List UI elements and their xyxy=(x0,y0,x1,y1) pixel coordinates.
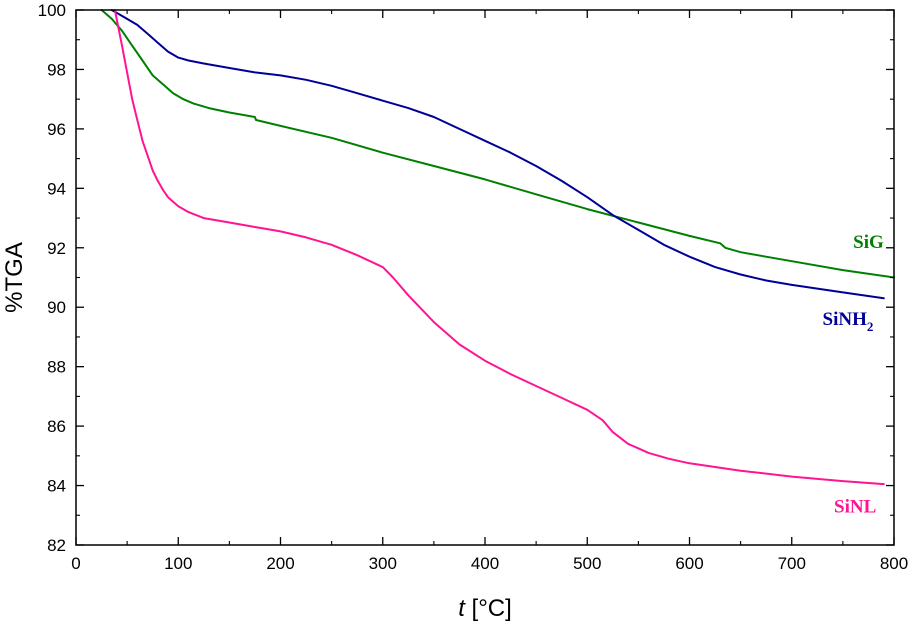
y-tick-label: 82 xyxy=(47,536,66,555)
series-line-sinl xyxy=(113,9,885,486)
ticks-layer: 0 100 200 300 400 500 600 700 800 82 84 86 88 90 92 94 9… xyxy=(38,1,909,573)
y-tick-label: 84 xyxy=(47,477,66,496)
x-axis-label-unit: [°C] xyxy=(465,595,512,622)
x-tick-label: 700 xyxy=(778,554,806,573)
y-tick-label: 98 xyxy=(47,60,66,79)
plot-frame xyxy=(75,9,895,546)
series-label-main: SiNL xyxy=(834,496,876,517)
y-tick-label: 86 xyxy=(47,417,66,436)
series-label-subscript: 2 xyxy=(867,319,874,334)
y-tick-label: 92 xyxy=(47,239,66,258)
y-tick-label: 94 xyxy=(47,179,66,198)
y-tick-label: 88 xyxy=(47,358,66,377)
series-label-sinh2: SiNH2 xyxy=(823,309,874,334)
x-tick-label: 200 xyxy=(266,554,294,573)
series-layer: SiG SiNH2 SiNL xyxy=(100,9,895,517)
y-tick-label: 96 xyxy=(47,120,66,139)
series-label-sig: SiG xyxy=(853,232,884,253)
series-label-sinl: SiNL xyxy=(834,496,876,517)
x-tick-label: 300 xyxy=(369,554,397,573)
x-tick-label: 0 xyxy=(71,554,80,573)
x-tick-label: 500 xyxy=(573,554,601,573)
x-axis-label: t [°C] xyxy=(458,595,512,622)
x-tick-label: 100 xyxy=(164,554,192,573)
series-label-main: SiNH xyxy=(823,309,868,330)
y-axis-label: %TGA xyxy=(1,242,28,313)
axes-layer xyxy=(75,9,895,546)
x-tick-label: 800 xyxy=(880,554,908,573)
series-line-sig xyxy=(100,9,895,279)
x-axis-label-italic: t xyxy=(458,595,466,622)
y-tick-label: 100 xyxy=(38,1,66,20)
labels-layer: t [°C] %TGA xyxy=(1,242,512,622)
series-line-sinh2 xyxy=(110,9,885,300)
x-tick-label: 600 xyxy=(675,554,703,573)
series-label-main: SiG xyxy=(853,232,884,253)
y-tick-label: 90 xyxy=(47,298,66,317)
x-tick-label: 400 xyxy=(471,554,499,573)
